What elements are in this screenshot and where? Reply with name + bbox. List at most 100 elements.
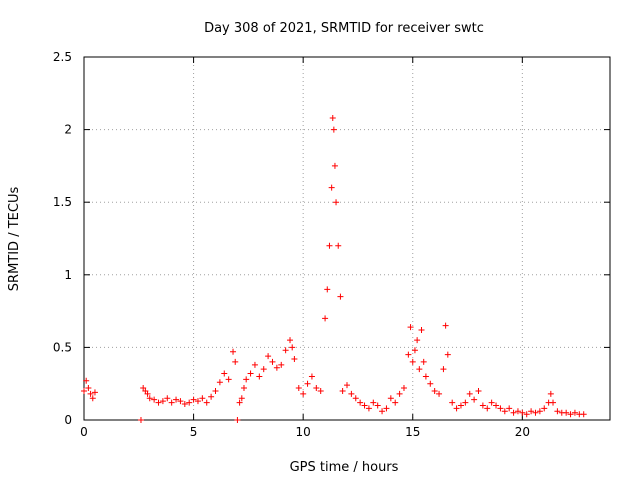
data-point — [466, 390, 473, 397]
data-point — [234, 417, 241, 423]
data-point — [536, 408, 543, 415]
data-point — [471, 396, 478, 403]
data-point — [493, 402, 500, 409]
data-point — [554, 408, 561, 415]
data-point — [352, 395, 359, 402]
data-point — [411, 347, 418, 354]
data-point — [420, 358, 427, 365]
data-point — [168, 399, 175, 406]
data-point — [431, 387, 438, 394]
plot-frame — [83, 56, 611, 421]
data-point — [449, 399, 456, 406]
data-point — [567, 411, 574, 418]
x-tick-label: 10 — [296, 425, 311, 439]
data-point — [497, 405, 504, 412]
data-point — [278, 361, 285, 368]
y-axis-ticks: 0 0.5 1 1.5 2 2.5 — [53, 50, 610, 427]
data-point — [155, 399, 162, 406]
data-point — [247, 370, 254, 377]
data-point — [528, 408, 535, 415]
data-point — [256, 373, 263, 380]
data-point — [436, 390, 443, 397]
data-point — [289, 344, 296, 351]
data-point — [396, 390, 403, 397]
data-point — [186, 399, 193, 406]
data-point — [232, 358, 239, 365]
data-point — [514, 408, 521, 415]
data-point — [194, 398, 201, 405]
data-point — [236, 399, 243, 406]
x-tick-label: 20 — [515, 425, 530, 439]
y-tick-label: 2 — [64, 123, 72, 137]
data-point — [484, 405, 491, 412]
data-point — [230, 348, 237, 355]
data-point — [89, 395, 96, 402]
data-point — [418, 326, 425, 333]
data-point — [238, 395, 245, 402]
y-tick-label: 0.5 — [53, 340, 72, 354]
data-point — [400, 385, 407, 392]
data-point — [260, 366, 267, 373]
data-point — [444, 351, 451, 358]
data-point — [208, 393, 215, 400]
data-point — [269, 358, 276, 365]
data-point — [216, 379, 223, 386]
data-point — [571, 409, 578, 416]
data-point — [159, 398, 166, 405]
data-point — [370, 399, 377, 406]
data-point — [532, 409, 539, 416]
data-point — [440, 366, 447, 373]
data-point — [383, 405, 390, 412]
data-point — [287, 337, 294, 344]
data-point — [85, 385, 92, 392]
y-tick-label: 2.5 — [53, 50, 72, 64]
data-point — [146, 395, 153, 402]
data-point — [407, 324, 414, 331]
x-axis-ticks: 0 5 10 15 20 — [80, 57, 530, 439]
y-tick-label: 1.5 — [53, 195, 72, 209]
data-point — [475, 387, 482, 394]
data-point — [488, 399, 495, 406]
data-point — [550, 399, 557, 406]
data-point — [330, 126, 337, 133]
data-point — [510, 409, 517, 416]
data-point — [313, 385, 320, 392]
data-point — [422, 373, 429, 380]
data-point — [335, 242, 342, 249]
data-point — [221, 370, 228, 377]
data-point — [506, 405, 513, 412]
data-point — [324, 286, 331, 293]
data-point — [177, 398, 184, 405]
data-point — [300, 390, 307, 397]
data-point — [416, 366, 423, 373]
data-point — [273, 364, 280, 371]
y-axis-title: SRMTID / TECUs — [7, 187, 22, 292]
x-axis-title: GPS time / hours — [290, 460, 399, 475]
data-point — [361, 402, 368, 409]
data-point — [282, 347, 289, 354]
data-point — [479, 402, 486, 409]
data-point — [331, 162, 338, 169]
data-point — [547, 390, 554, 397]
data-point — [203, 399, 210, 406]
data-point — [501, 408, 508, 415]
data-point — [357, 399, 364, 406]
x-tick-label: 15 — [405, 425, 420, 439]
data-point — [339, 387, 346, 394]
data-point — [337, 293, 344, 300]
data-point — [392, 399, 399, 406]
data-points — [81, 114, 587, 423]
data-point — [453, 405, 460, 412]
data-point — [295, 385, 302, 392]
data-point — [81, 387, 87, 394]
data-point — [91, 389, 98, 396]
data-point — [405, 351, 412, 358]
data-point — [265, 353, 272, 360]
data-point — [164, 395, 171, 402]
data-point — [87, 390, 94, 397]
data-point — [563, 409, 570, 416]
data-point — [243, 376, 250, 383]
chart-title: Day 308 of 2021, SRMTID for receiver swt… — [204, 21, 484, 36]
data-point — [190, 396, 197, 403]
data-point — [427, 380, 434, 387]
